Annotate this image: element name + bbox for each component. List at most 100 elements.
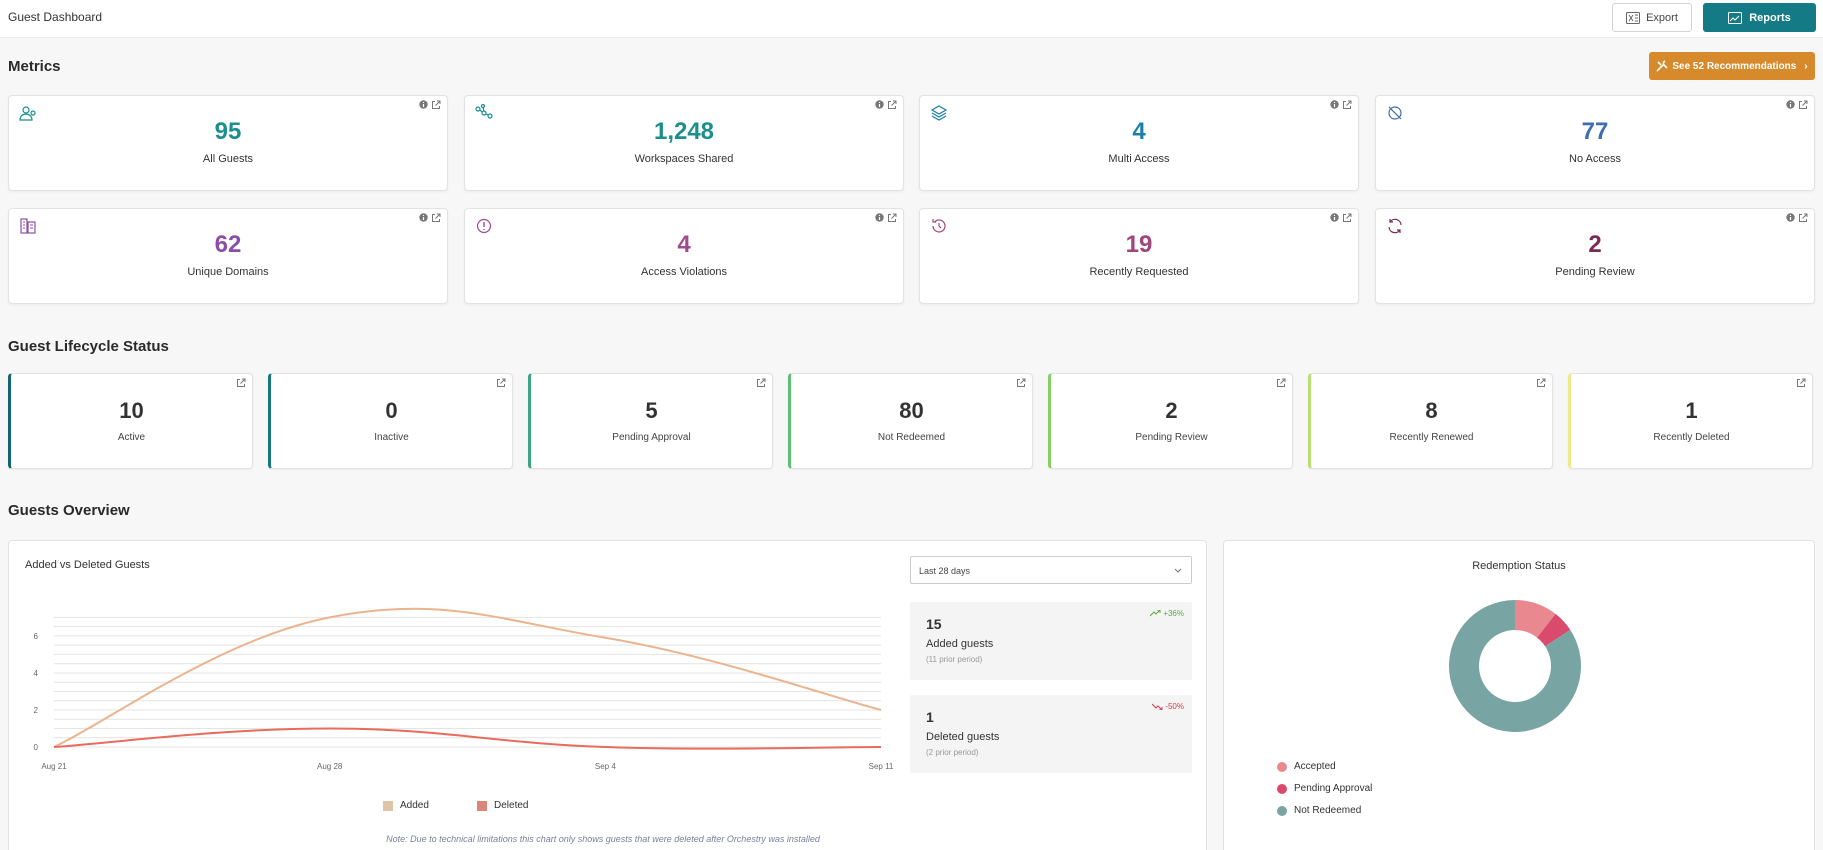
external-link-icon[interactable] [1798, 100, 1808, 110]
metric-value: 4 [677, 231, 691, 258]
lifecycle-label: Not Redeemed [877, 432, 946, 443]
external-link-icon[interactable] [1276, 378, 1286, 388]
info-icon[interactable] [1330, 213, 1339, 222]
lifecycle-label: Pending Review [1135, 432, 1208, 443]
x-tick-label: Aug 21 [41, 762, 67, 771]
user-group-icon [19, 106, 36, 121]
y-tick-label: 6 [34, 632, 39, 641]
external-link-icon[interactable] [1016, 378, 1026, 388]
lifecycle-card-active[interactable]: 10 Active [8, 373, 253, 469]
legend-label: Not Redeemed [1294, 805, 1362, 816]
metric-card-all-guests[interactable]: 95 All Guests [8, 95, 448, 191]
lifecycle-value: 5 [645, 398, 658, 423]
external-link-icon[interactable] [1536, 378, 1546, 388]
deleted-guests-value: 1 [926, 709, 934, 725]
lifecycle-value: 10 [119, 398, 144, 423]
tools-icon [1656, 60, 1668, 72]
external-link-icon[interactable] [1342, 100, 1352, 110]
y-tick-label: 4 [34, 669, 39, 678]
lifecycle-card-inactive[interactable]: 0 Inactive [268, 373, 513, 469]
external-link-icon[interactable] [887, 100, 897, 110]
donut-slice-not-redeemed[interactable] [1449, 600, 1581, 732]
metric-value: 77 [1581, 118, 1609, 145]
lifecycle-value: 2 [1165, 398, 1178, 423]
lifecycle-card-pending-review[interactable]: 2 Pending Review [1048, 373, 1293, 469]
lifecycle-value: 0 [385, 398, 398, 423]
excel-icon [1626, 11, 1641, 24]
info-icon[interactable] [875, 100, 884, 109]
external-link-icon[interactable] [887, 213, 897, 223]
y-tick-label: 0 [34, 743, 39, 752]
metric-label: Recently Requested [1089, 266, 1189, 278]
lifecycle-label: Active [117, 432, 146, 443]
legend-label: Accepted [1294, 761, 1336, 772]
report-chart-icon [1728, 11, 1743, 24]
external-link-icon[interactable] [431, 100, 441, 110]
export-button[interactable]: Export [1612, 3, 1692, 32]
added-guests-value: 15 [926, 616, 942, 632]
export-label: Export [1646, 11, 1678, 24]
share-nodes-icon [475, 104, 493, 119]
metric-card-pending-review[interactable]: 2 Pending Review [1375, 208, 1815, 304]
added-guests-prior: (11 prior period) [926, 655, 983, 664]
top-bar: Guest Dashboard Export Reports [0, 0, 1823, 38]
donut-slice-pending-approval[interactable] [1537, 613, 1571, 647]
lifecycle-label: Inactive [374, 432, 409, 443]
series-line-deleted [53, 727, 882, 750]
metric-card-workspaces-shared[interactable]: 1,248 Workspaces Shared [464, 95, 904, 191]
added-guests-delta: +36% [1150, 609, 1184, 618]
added-vs-deleted-chart: 0 2 4 6 Aug 21 Aug 28 Sep 4 Sep 11 [34, 607, 894, 771]
legend-label: Pending Approval [1294, 783, 1373, 794]
metric-card-recently-requested[interactable]: 19 Recently Requested [919, 208, 1359, 304]
added-guests-delta-value: +36% [1163, 609, 1184, 618]
deleted-guests-card: 1 Deleted guests (2 prior period) -50% [910, 695, 1192, 773]
donut-slice-accepted[interactable] [1515, 600, 1556, 638]
chart-note: Note: Due to technical limitations this … [386, 834, 820, 844]
recommendations-button[interactable]: See 52 Recommendations › [1649, 52, 1815, 80]
external-link-icon[interactable] [431, 213, 441, 223]
reports-button[interactable]: Reports [1703, 3, 1816, 32]
lifecycle-card-not-redeemed[interactable]: 80 Not Redeemed [788, 373, 1033, 469]
metric-tools [419, 213, 441, 223]
period-select[interactable]: Last 28 days [910, 556, 1192, 584]
info-icon[interactable] [1330, 100, 1339, 109]
lifecycle-title: Guest Lifecycle Status [8, 338, 169, 355]
external-link-icon[interactable] [236, 378, 246, 388]
external-link-icon[interactable] [1342, 213, 1352, 223]
layers-icon [930, 105, 948, 121]
metrics-title: Metrics [8, 58, 61, 75]
external-link-icon[interactable] [756, 378, 766, 388]
lifecycle-card-recently-deleted[interactable]: 1 Recently Deleted [1568, 373, 1813, 469]
metric-tools [1786, 100, 1808, 110]
info-icon[interactable] [1786, 100, 1795, 109]
metric-card-no-access[interactable]: 77 No Access [1375, 95, 1815, 191]
metric-label: Access Violations [640, 266, 727, 278]
page-title: Guest Dashboard [8, 10, 103, 24]
redemption-title: Redemption Status [1472, 560, 1566, 572]
lifecycle-card-pending-approval[interactable]: 5 Pending Approval [528, 373, 773, 469]
metric-card-access-violations[interactable]: 4 Access Violations [464, 208, 904, 304]
info-icon[interactable] [419, 100, 428, 109]
metric-card-multi-access[interactable]: 4 Multi Access [919, 95, 1359, 191]
metric-label: Multi Access [1108, 153, 1170, 165]
metric-value: 62 [214, 231, 242, 258]
external-link-icon[interactable] [496, 378, 506, 388]
lifecycle-card-recently-renewed[interactable]: 8 Recently Renewed [1308, 373, 1553, 469]
redemption-donut-chart [1449, 600, 1581, 732]
trend-up-icon [1150, 610, 1161, 617]
info-icon[interactable] [875, 213, 884, 222]
metric-card-unique-domains[interactable]: 62 Unique Domains [8, 208, 448, 304]
info-icon[interactable] [1786, 213, 1795, 222]
x-tick-label: Sep 11 [869, 762, 894, 771]
external-link-icon[interactable] [1798, 213, 1808, 223]
chart-title: Added vs Deleted Guests [25, 559, 150, 571]
external-link-icon[interactable] [1796, 378, 1806, 388]
reports-label: Reports [1749, 11, 1791, 24]
legend-added-swatch [383, 800, 393, 811]
metric-value: 2 [1588, 231, 1602, 258]
y-tick-label: 2 [34, 706, 39, 715]
period-select-value: Last 28 days [919, 566, 971, 576]
metric-tools [1786, 213, 1808, 223]
info-icon[interactable] [419, 213, 428, 222]
lifecycle-value: 8 [1425, 398, 1438, 423]
